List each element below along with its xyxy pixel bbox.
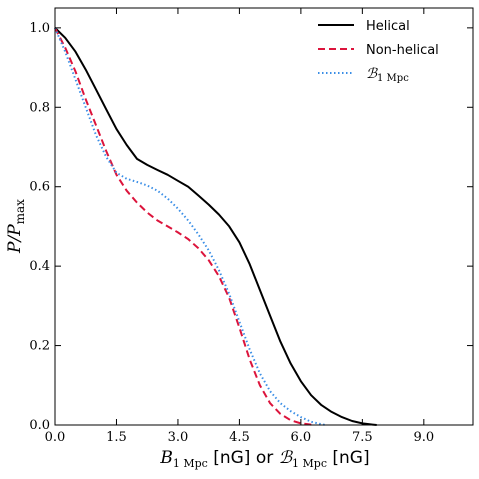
legend-label-3: ℬ1 Mpc	[366, 66, 409, 84]
x-axis-label-middle: [nG] or	[208, 448, 279, 468]
legend-label-1: Helical	[366, 19, 410, 34]
x-axis-label: B1 Mpc [nG] or ℬ1 Mpc [nG]	[159, 448, 369, 470]
ticks-layer: 0.0 1.5 3.0 4.5 6.0 7.5 9.0 0.0 0.2 0.4 0.6 0.8 1.0	[29, 8, 473, 445]
x-tick-label: 6.0	[291, 430, 312, 445]
series-layer	[54, 27, 377, 426]
legend: Helical Non-helical ℬ1 Mpc	[318, 19, 439, 84]
legend-label-2: Non-helical	[366, 43, 439, 58]
plot-frame	[54, 7, 474, 426]
series-line-1	[54, 27, 377, 426]
y-axis-label: P/Pmax	[5, 199, 27, 254]
x-tick-label: 1.5	[106, 430, 127, 445]
x-tick-label: 4.5	[229, 430, 250, 445]
y-tick-label: 1.0	[29, 21, 50, 36]
x-axis-label-cal-b-sub: 1 Mpc	[292, 457, 327, 470]
x-tick-label: 0.0	[45, 430, 66, 445]
x-tick-label: 9.0	[413, 430, 434, 445]
y-axis-label-sub: max	[13, 199, 27, 225]
x-axis-label-b-sub: 1 Mpc	[173, 457, 208, 470]
y-tick-label: 0.4	[29, 259, 50, 274]
y-tick-label: 0.0	[29, 418, 50, 433]
x-axis-label-b: B	[159, 448, 173, 468]
x-tick-label: 7.5	[352, 430, 373, 445]
y-tick-label: 0.8	[29, 100, 50, 115]
x-axis-label-cal-b: ℬ	[279, 448, 294, 468]
y-axis-label-main: P/P	[5, 224, 25, 254]
y-tick-label: 0.6	[29, 180, 50, 195]
x-tick-label: 3.0	[168, 430, 189, 445]
y-tick-label: 0.2	[29, 339, 50, 354]
x-axis-label-end: [nG]	[327, 448, 370, 468]
series-line-2	[54, 27, 316, 426]
